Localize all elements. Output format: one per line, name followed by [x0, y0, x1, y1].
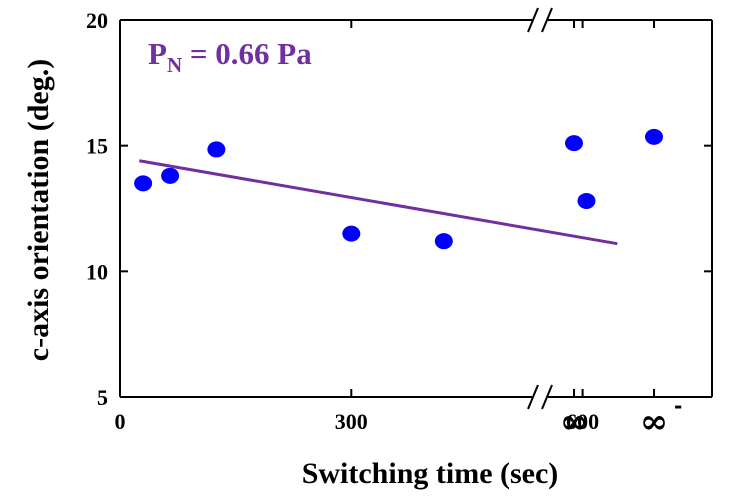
fit-line-group — [139, 159, 618, 246]
pressure-annotation: PN = 0.66 Pa — [148, 36, 312, 77]
axes — [119, 7, 713, 410]
data-point-0 — [134, 175, 153, 192]
y-tick-label-10: 10 — [86, 259, 108, 284]
axis-break-mark-bottom-b — [541, 384, 553, 410]
y-tick-label-15: 15 — [86, 134, 108, 159]
annotation-main: P — [148, 36, 167, 71]
x-tick-label-600: 600 — [566, 409, 599, 434]
data-point-1 — [161, 167, 180, 184]
data-points — [134, 128, 663, 250]
data-point-4 — [434, 233, 453, 250]
annotation-rest: = 0.66 Pa — [182, 36, 312, 71]
data-point-3 — [342, 225, 361, 242]
y-axis-title: c-axis orientation (deg.) — [22, 59, 55, 361]
axis-break-mark-bottom-a — [527, 384, 539, 410]
data-point-5 — [577, 192, 596, 209]
x-tick-label-infinity-1: ∞ — [640, 402, 668, 442]
x-tick-label-infinity-sup-1: - — [674, 394, 682, 418]
fit-line — [139, 159, 618, 246]
data-point-infinity-1 — [645, 128, 663, 145]
axis-break-mark-top-b — [541, 7, 553, 33]
axis-break-gap-bottom — [532, 394, 548, 400]
y-axis-ticks: 5 10 15 20 — [86, 8, 712, 410]
y-tick-label-20: 20 — [86, 8, 108, 33]
x-axis-title: Switching time (sec) — [302, 457, 559, 490]
data-point-infinity-0 — [565, 135, 583, 152]
x-tick-label-0: 0 — [115, 409, 126, 434]
x-tick-label-300: 300 — [335, 409, 368, 434]
axis-break-gap-top — [532, 17, 548, 23]
annotation-subscript: N — [167, 53, 182, 77]
axis-break-mark-top-a — [527, 7, 539, 33]
y-tick-label-5: 5 — [97, 385, 108, 410]
data-point-2 — [207, 141, 226, 158]
x-axis-ticks: 0 300 600∞ ∞ - — [115, 20, 682, 442]
x-tick-label-infinity-0: ∞ — [560, 402, 588, 442]
